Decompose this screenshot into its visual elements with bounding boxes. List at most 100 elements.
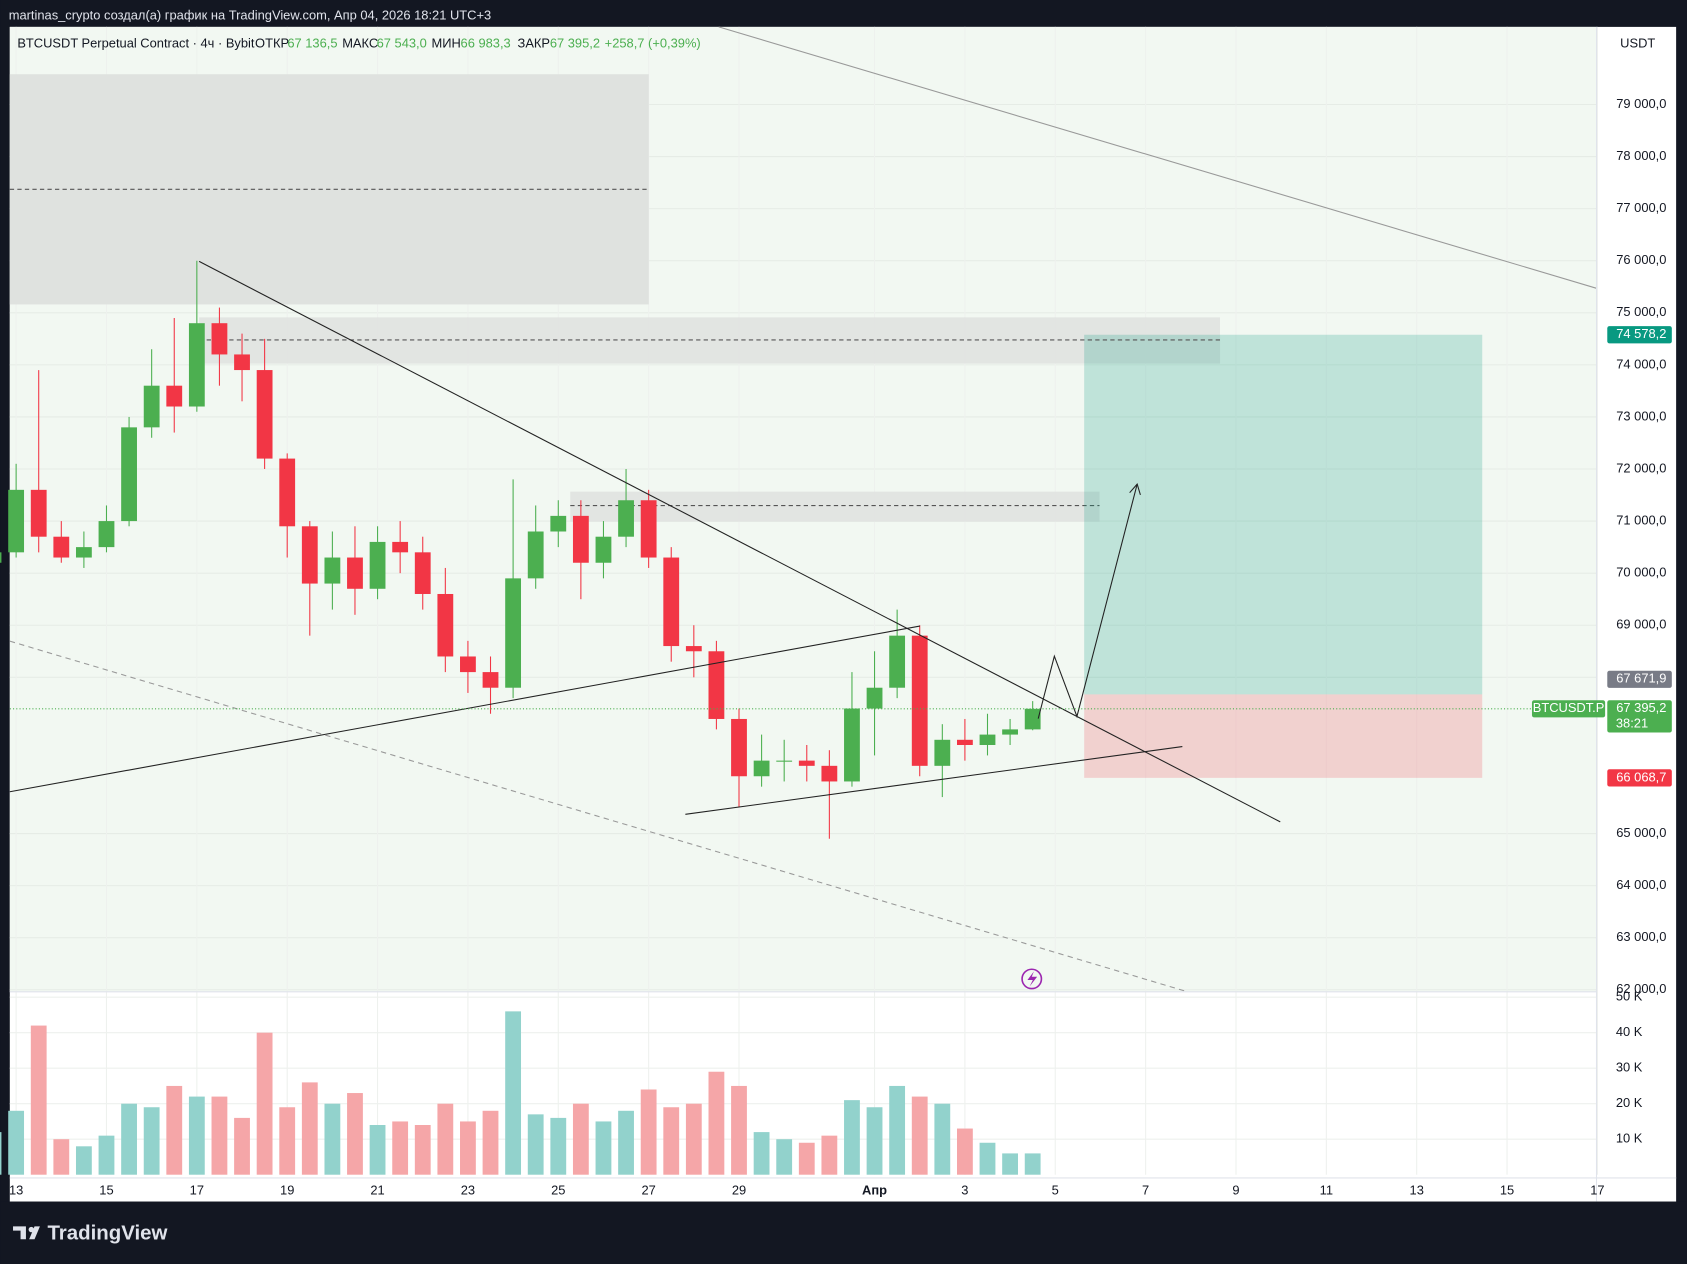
y-tick-label: 77 000,0	[1616, 200, 1666, 215]
candle-body	[844, 708, 860, 782]
candle-body	[279, 458, 296, 527]
symbol-tag-label: BTCUSDT.P	[1533, 700, 1605, 715]
y-tick-label: 72 000,0	[1616, 460, 1666, 475]
candle-body	[776, 760, 793, 762]
price-tag-label: 74 578,2	[1616, 326, 1666, 341]
candle-body	[663, 557, 680, 647]
x-tick-label: 21	[370, 1182, 384, 1197]
price-tag-label: 66 068,7	[1616, 769, 1666, 784]
trend-line	[198, 260, 1281, 823]
x-tick-label: 13	[1410, 1182, 1424, 1197]
y-tick-label: 64 000,0	[1616, 877, 1666, 892]
x-tick-label: 19	[280, 1182, 294, 1197]
candle-body	[708, 651, 725, 719]
volume-bar	[98, 1135, 115, 1175]
candle-body	[753, 760, 770, 777]
volume-bar	[595, 1121, 612, 1175]
y-tick-label: 65 000,0	[1616, 825, 1666, 840]
volume-bar	[844, 1100, 860, 1175]
x-tick-label: 17	[190, 1182, 204, 1197]
volume-bar	[1002, 1153, 1018, 1175]
y-tick-label: 62 000,0	[1616, 981, 1666, 996]
candle-body	[98, 521, 115, 548]
x-tick-label: 15	[1500, 1182, 1514, 1197]
candle-body	[505, 578, 522, 688]
legend-value: 66 983,3	[461, 36, 511, 51]
volume-bar	[211, 1096, 228, 1175]
legend-label: МИН	[431, 36, 460, 51]
candle-body	[256, 370, 273, 459]
x-tick-label: 23	[461, 1182, 475, 1197]
price-tag	[1607, 769, 1672, 787]
x-tick-label: 3	[961, 1182, 968, 1197]
volume-bar	[301, 1082, 318, 1175]
volume-bar	[505, 1011, 522, 1175]
candle-body	[8, 489, 25, 553]
y-tick-label: 78 000,0	[1616, 148, 1666, 163]
candle-body	[934, 739, 951, 766]
event-icon[interactable]	[1021, 968, 1043, 990]
x-tick-label: 27	[641, 1182, 655, 1197]
volume-bar	[166, 1085, 183, 1175]
candle-body	[30, 489, 47, 537]
currency[interactable]: USDT	[1620, 36, 1655, 51]
volume-bar	[821, 1135, 838, 1175]
volume-bar	[347, 1093, 363, 1175]
volume-bar	[911, 1096, 928, 1175]
author-line: martinas_crypto создал(а) график на Trad…	[9, 8, 491, 23]
candle-body	[347, 557, 363, 589]
candle-body	[121, 427, 137, 522]
footer	[0, 1201, 1687, 1264]
legend-value: 67 136,5	[287, 36, 337, 51]
volume-bar	[369, 1124, 386, 1175]
zone	[570, 491, 1100, 522]
volume-bar	[731, 1085, 747, 1175]
volume-bar	[798, 1142, 815, 1175]
volume-bar	[663, 1107, 680, 1175]
projection	[1037, 483, 1138, 719]
volume-bar	[708, 1071, 725, 1175]
x-tick-label: 25	[551, 1182, 565, 1197]
candle-body	[414, 552, 431, 594]
volume-bar	[121, 1103, 137, 1175]
trend-line	[718, 26, 1597, 289]
x-tick-label: 5	[1052, 1182, 1059, 1197]
volume-bar	[956, 1128, 973, 1175]
volume-tick-label: 20 K	[1616, 1095, 1643, 1110]
volume-bar	[256, 1032, 273, 1175]
volume-bar	[414, 1124, 431, 1175]
candle-body	[1024, 708, 1041, 730]
volume-bar	[234, 1117, 250, 1175]
candle-body	[527, 531, 544, 579]
legend: BTCUSDT Perpetual Contract · 4ч · Bybit …	[17, 36, 700, 51]
candle-body	[979, 734, 996, 746]
volume-bar	[753, 1132, 770, 1175]
last-price-label: 67 395,2	[1616, 700, 1666, 715]
y-tick-label: 69 000,0	[1616, 617, 1666, 632]
volume-bar	[640, 1089, 657, 1175]
arrow-head	[1129, 482, 1141, 495]
legend-label: ЗАКР	[518, 36, 551, 51]
candle-body	[460, 656, 476, 673]
volume-bar	[460, 1121, 476, 1175]
volume-bar	[324, 1103, 341, 1175]
candle-body	[798, 760, 815, 766]
volume-tick-label: 10 K	[1616, 1131, 1643, 1146]
position-stop	[1084, 694, 1483, 778]
candle-body	[618, 500, 634, 537]
volume-bar	[866, 1107, 883, 1175]
price-tag	[1607, 326, 1672, 344]
candle-body	[211, 323, 228, 355]
y-tick-label: 63 000,0	[1616, 929, 1666, 944]
candle-body	[369, 541, 386, 589]
candle-body	[234, 354, 250, 371]
position-target	[1084, 334, 1483, 695]
volume-bar	[1024, 1153, 1041, 1175]
y-tick-label: 79 000,0	[1616, 96, 1666, 111]
y-tick-label: 70 000,0	[1616, 565, 1666, 580]
symbol-tag	[1531, 700, 1606, 718]
volume-bar	[0, 1132, 2, 1175]
x-tick-label: 7	[1142, 1182, 1149, 1197]
